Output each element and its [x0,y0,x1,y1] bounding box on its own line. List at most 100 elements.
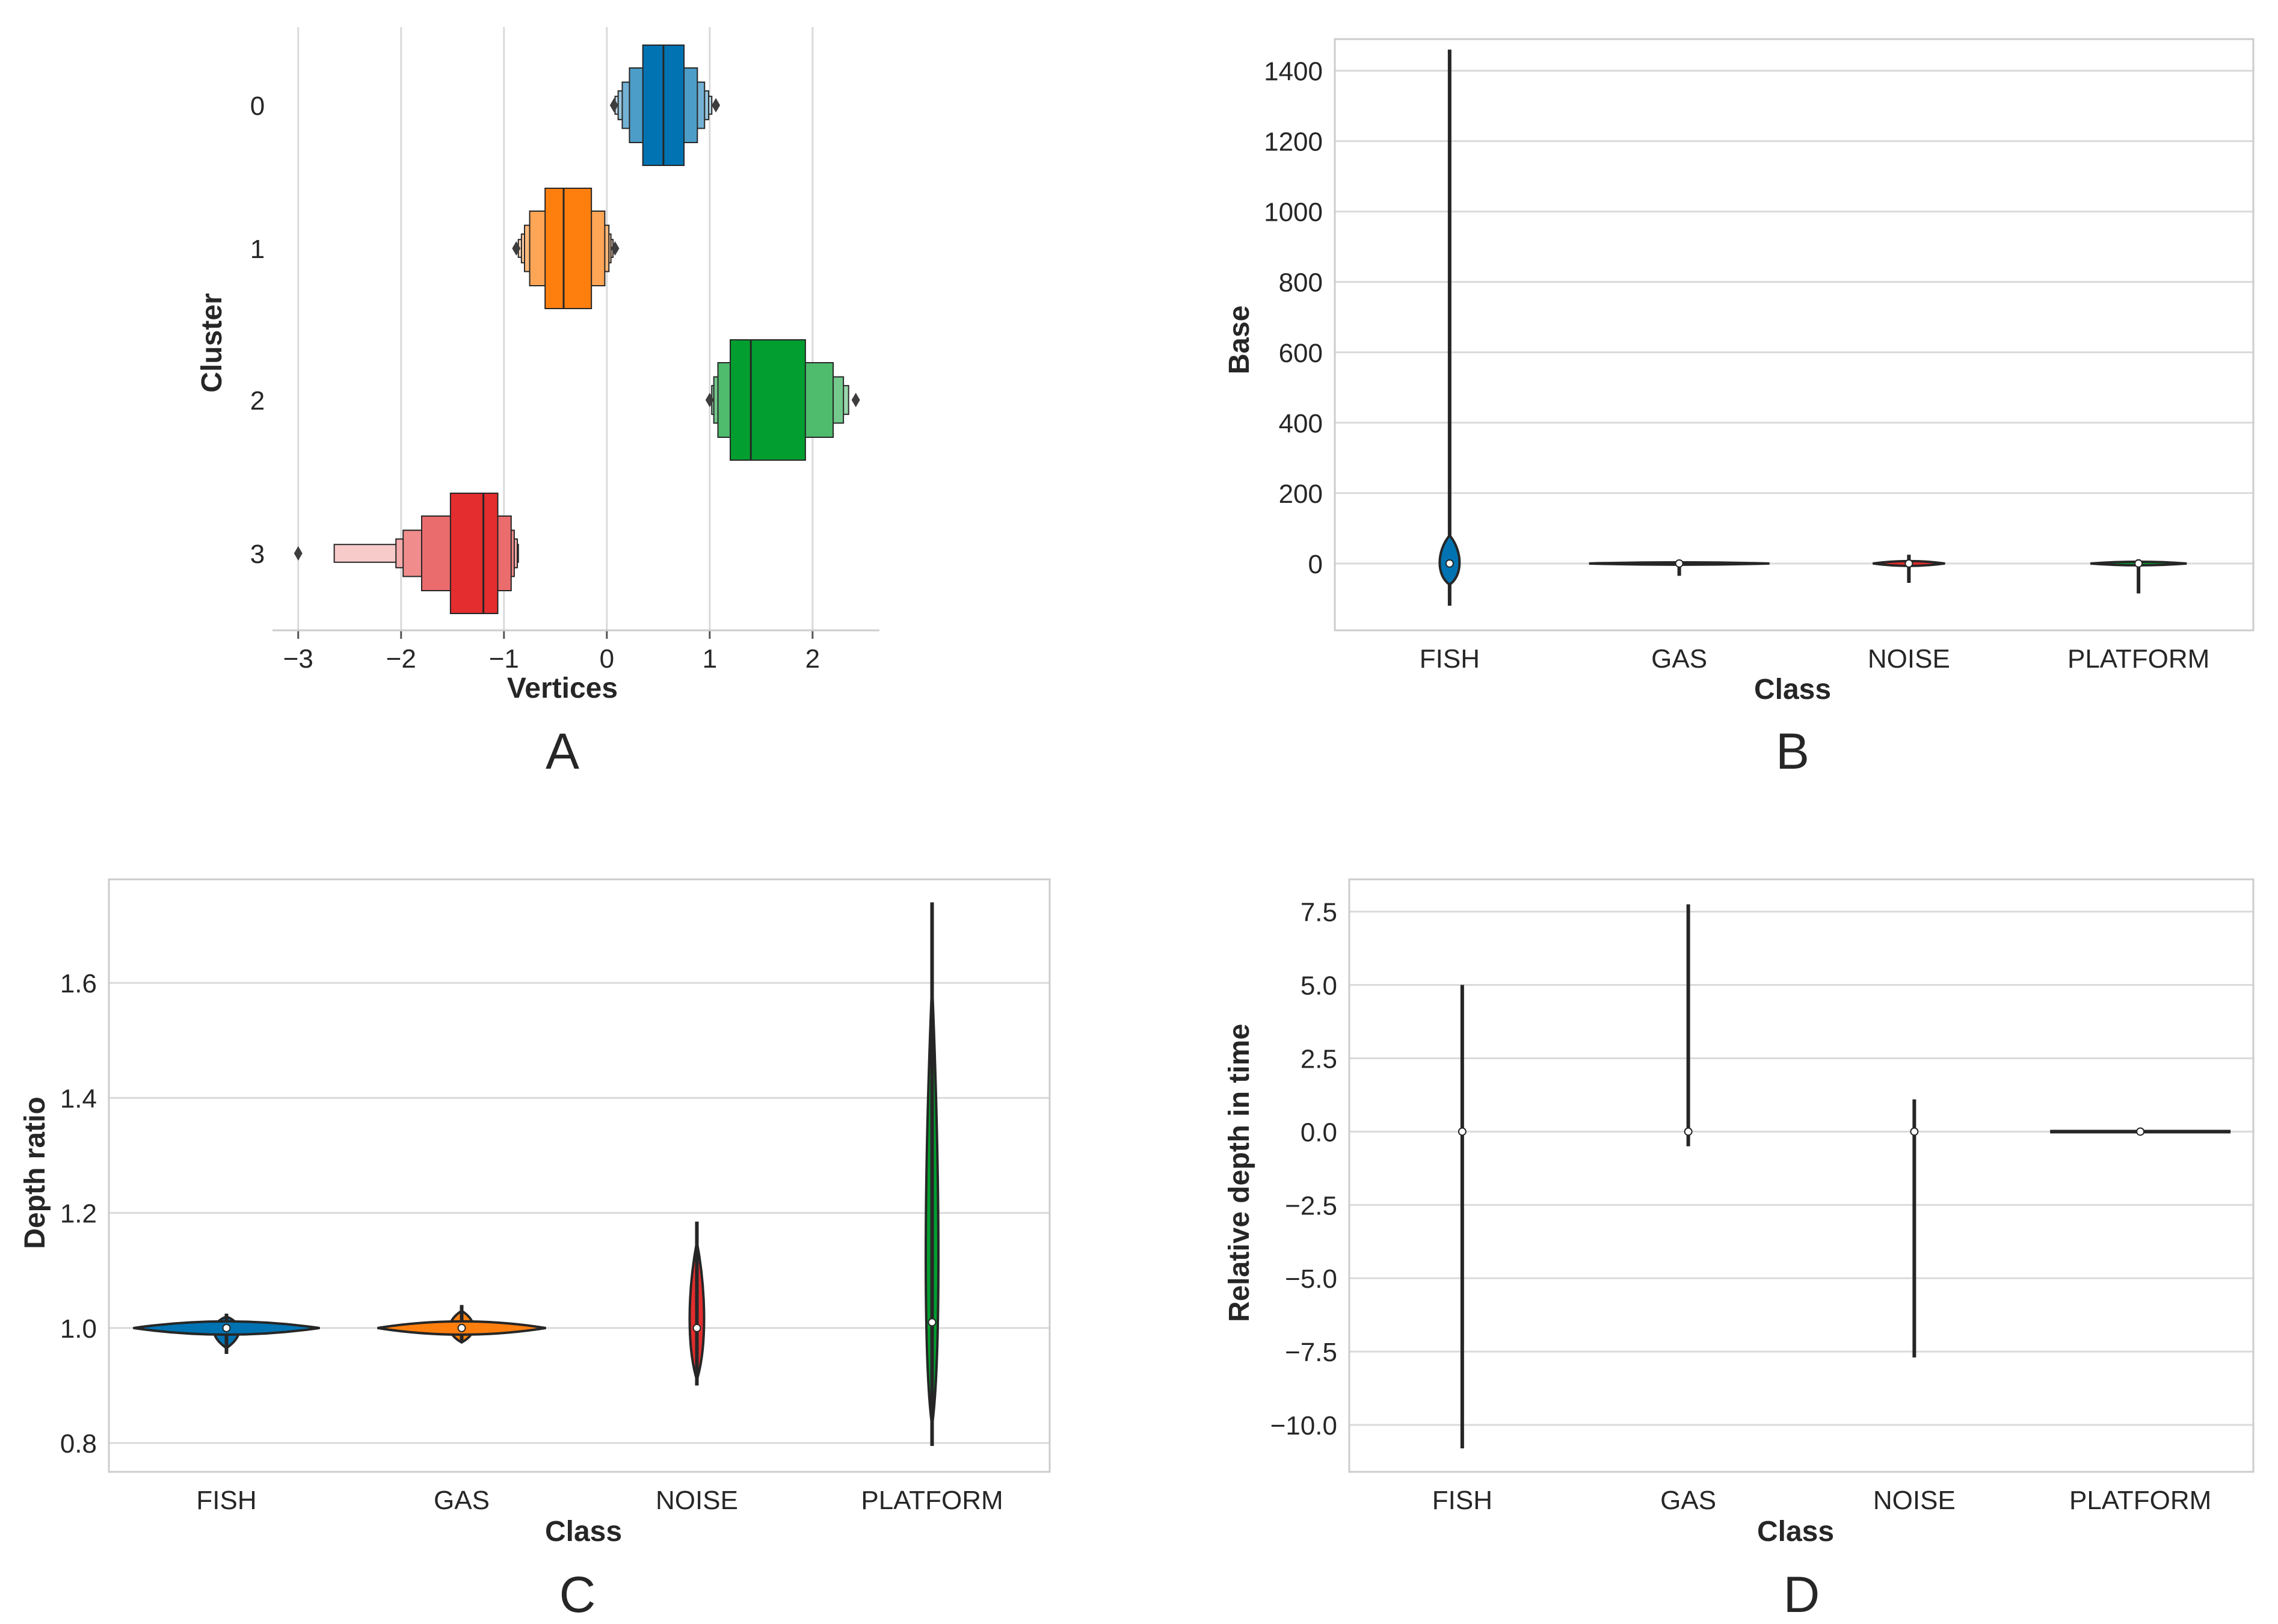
panel-d-grid [1349,911,2253,1426]
panel-d-xtick-label: NOISE [1873,1486,1956,1515]
panel-a-marks [294,45,860,614]
panel-b-ytick-label: 0 [1308,550,1323,579]
panel-b-ticks: 0 200 400 600 800 1000 1200 1400 FISH GAS NOISE PLA… [1264,57,2209,674]
panel-a-xtick-label: −1 [489,644,519,674]
panel-c-ylabel: Depth ratio [19,1097,51,1249]
panel-d-ytick-label: −7.5 [1285,1338,1337,1367]
panel-c-xlabel: Class [545,1516,622,1548]
panel-c-median-dot [692,1323,701,1332]
panel-b-violin-fish [1441,49,1458,606]
panel-b-ytick-label: 400 [1279,409,1323,438]
panel-a-ylabel: Cluster [196,293,228,392]
panel-a-boxen-0 [609,45,721,166]
panel-a-xtick-label: 1 [703,644,717,674]
panel-c-marks [133,902,940,1446]
panel-b-violin-noise [1873,555,1945,583]
panel-a-box-level [449,493,499,614]
panel-a-box-level [730,339,806,461]
panel-b-ytick-label: 1400 [1264,57,1323,87]
panel-b-fish-median-dot [1445,559,1454,568]
panel-d-ytick-label: 7.5 [1301,898,1337,927]
panel-d-ytick-label: −5.0 [1285,1264,1337,1294]
panel-a-outlier [611,241,620,256]
panel-b-violin-platform [2090,559,2187,594]
panel-c-ytick-label: 1.6 [60,969,97,998]
panel-b-ytick-label: 600 [1279,339,1323,368]
panel-d-xtick-label: FISH [1432,1486,1492,1515]
panel-d-median-dot [1910,1127,1919,1136]
panel-a-xlabel: Vertices [507,672,618,704]
panel-b-grid [1335,70,2253,565]
panel-d-violin-gas [1684,904,1693,1146]
panel-a-ytick-label: 1 [250,235,265,264]
panel-c-median-dot [457,1323,466,1332]
panel-d-violin-platform [2050,1127,2231,1136]
panel-c: 0.8 1.0 1.2 1.4 1.6 FISH GAS NOISE PLATFORM Clas… [19,878,1051,1623]
panel-a-boxen-1 [512,188,620,309]
panel-a-ytick-label: 2 [250,386,265,416]
panel-b-median-dot [1675,559,1684,568]
panel-d-ytick-label: −2.5 [1285,1191,1337,1220]
panel-b: 0 200 400 600 800 1000 1200 1400 FISH GAS NOISE PLA… [1224,38,2255,780]
panel-b-ytick-label: 800 [1279,268,1323,298]
panel-b-xtick-label: FISH [1420,644,1480,674]
panel-d-ytick-label: 5.0 [1301,971,1337,1001]
panel-c-grid [109,982,1050,1444]
panel-b-xlabel: Class [1754,674,1831,706]
panel-d-median-dot [2136,1127,2145,1136]
panel-c-ytick-label: 0.8 [60,1429,97,1459]
panel-d-ytick-label: 2.5 [1301,1044,1337,1074]
panel-d-letter: D [1784,1566,1820,1623]
panel-a-ticks: −3 −2 −1 0 1 2 0 1 2 3 [250,91,879,674]
panel-a-outlier [512,241,521,256]
panel-c-xtick-label: GAS [434,1486,490,1515]
panel-a-xtick-label: 0 [600,644,614,674]
panel-c-median-dot [222,1323,231,1332]
panel-a-boxen-2 [705,339,860,461]
panel-a-xtick-label: 2 [805,644,820,674]
panel-c-letter: C [559,1566,596,1623]
panel-c-ytick-label: 1.2 [60,1199,97,1229]
panel-a-box-level [544,188,593,309]
panel-c-violin-platform [925,902,940,1446]
panel-c-median-dot [928,1318,937,1327]
panel-b-marks [1438,49,2187,606]
panel-d-violin-fish [1458,985,1467,1448]
panel-d-ylabel: Relative depth in time [1224,1024,1255,1322]
panel-d-xtick-label: GAS [1660,1486,1716,1515]
panel-a-ytick-label: 3 [250,540,265,569]
panel-a-outlier [609,98,618,112]
panel-d-ticks: −10.0 −7.5 −5.0 −2.5 0.0 2.5 5.0 7.5 FISH GAS NOIS… [1270,898,2212,1515]
panel-b-median-dot [2134,559,2143,568]
panel-c-ytick-label: 1.0 [60,1314,97,1344]
panel-b-letter: B [1776,723,1809,780]
panel-d-median-dot [1458,1127,1467,1136]
panel-d-violin-noise [1910,1099,1919,1358]
panel-a-outlier [712,98,721,112]
panel-c-violin-noise [688,1222,706,1386]
panel-a-outlier [851,393,860,407]
panel-a-outlier [294,546,303,561]
panel-b-ytick-label: 1200 [1264,128,1323,157]
panel-b-ytick-label: 200 [1279,479,1323,509]
panel-d-ytick-label: 0.0 [1301,1118,1337,1147]
panel-b-frame [1334,38,2255,632]
panel-a-xtick-label: −3 [283,644,313,674]
panel-d-ytick-label: −10.0 [1270,1411,1337,1441]
panel-a-boxen-3 [294,493,519,614]
panel-b-xtick-label: NOISE [1868,644,1950,674]
panel-c-xtick-label: PLATFORM [861,1486,1003,1515]
panel-d-xtick-label: PLATFORM [2069,1486,2211,1515]
panel-b-ytick-label: 1000 [1264,198,1323,227]
panel-d-median-dot [1684,1127,1693,1136]
panel-c-ytick-label: 1.4 [60,1084,97,1113]
panel-a-letter: A [546,723,579,780]
panel-d-marks [1458,904,2231,1448]
panel-d-xlabel: Class [1757,1516,1834,1548]
panel-c-ticks: 0.8 1.0 1.2 1.4 1.6 FISH GAS NOISE PLATFORM [60,969,1003,1515]
panel-b-xtick-label: PLATFORM [2067,644,2209,674]
panel-a: −3 −2 −1 0 1 2 0 1 2 3 Vertices Cluster A [196,27,879,780]
panel-d-frame [1348,878,2255,1473]
panel-a-ytick-label: 0 [250,91,265,121]
panel-b-ylabel: Base [1224,306,1255,375]
